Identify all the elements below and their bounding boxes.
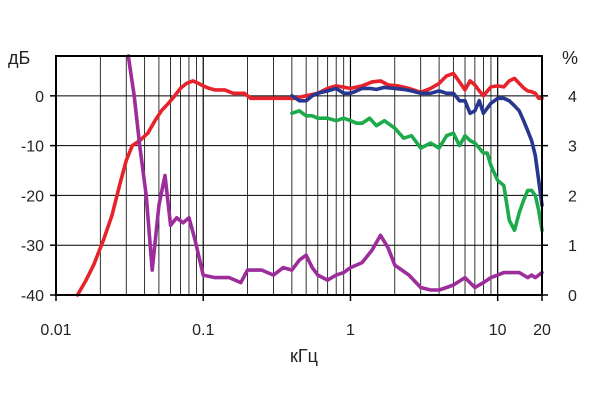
- x-tick-label: 1: [346, 322, 355, 339]
- series-layer: [75, 54, 544, 297]
- y-tick-left-label: 0: [35, 89, 44, 106]
- x-tick-label: 10: [489, 322, 507, 339]
- series-line-3: [290, 109, 544, 233]
- x-tick-label: 0.01: [40, 322, 71, 339]
- x-tick-label: 0.1: [192, 322, 214, 339]
- y-tick-left-label: -30: [21, 238, 44, 255]
- y-tick-left-label: -20: [21, 188, 44, 205]
- y-tick-right-label: 1: [568, 238, 577, 255]
- y-tick-right-label: 4: [568, 89, 577, 106]
- y-tick-right-label: 0: [568, 288, 577, 305]
- y-axis-label-right: %: [562, 48, 578, 68]
- y-tick-left-label: -10: [21, 139, 44, 156]
- y-tick-right-label: 2: [568, 188, 577, 205]
- y-axis-label-left: дБ: [8, 48, 30, 68]
- y-tick-right-label: 3: [568, 139, 577, 156]
- series-line-4: [126, 54, 544, 292]
- series-line-2: [290, 85, 544, 208]
- series-line-1: [75, 71, 544, 297]
- plot-frame: [55, 55, 543, 296]
- x-axis-label: кГц: [290, 346, 318, 366]
- x-tick-label: 20: [533, 322, 551, 339]
- y-tick-left-label: -40: [21, 288, 44, 305]
